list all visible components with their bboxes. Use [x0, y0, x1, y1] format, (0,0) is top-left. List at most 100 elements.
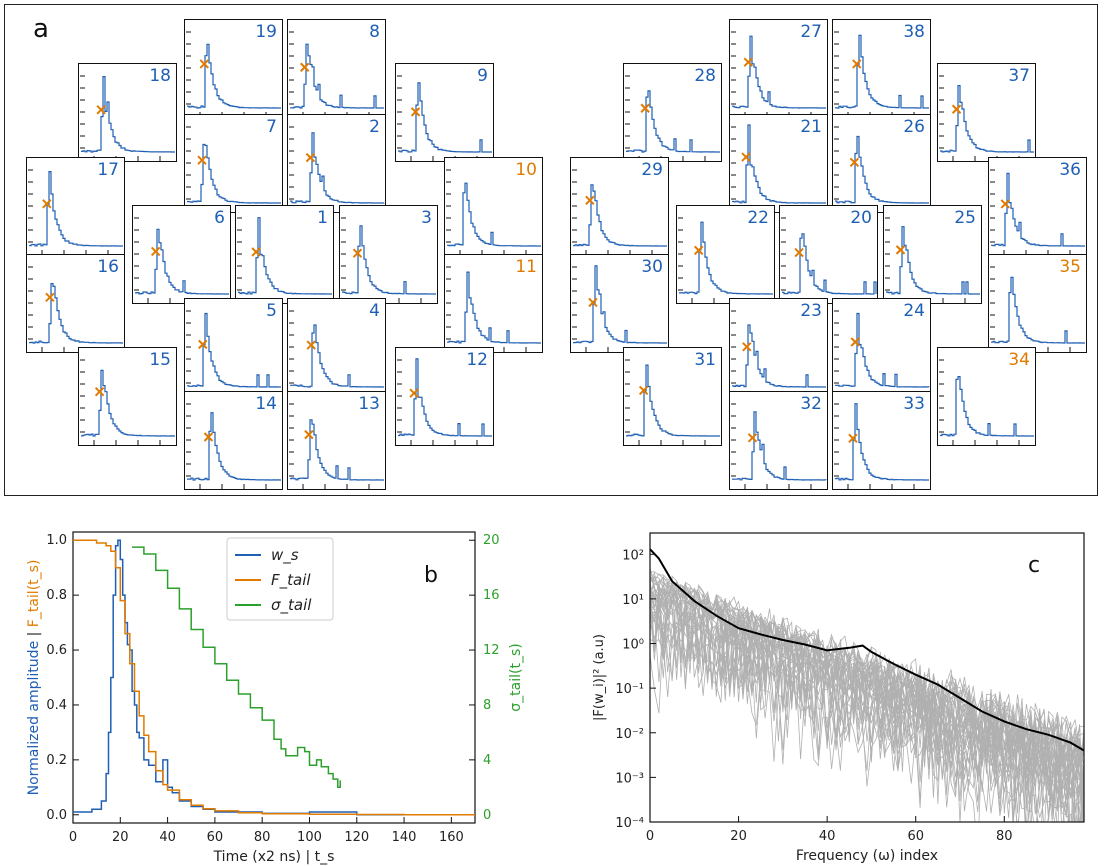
- onset-marker-icon: [94, 387, 105, 397]
- x-tick-label: 160: [439, 830, 464, 845]
- channel-number: 38: [903, 22, 925, 42]
- channel-plot-11: 11: [444, 254, 543, 353]
- series-line-2: [132, 546, 341, 789]
- channel-plot-15: 15: [78, 347, 177, 446]
- onset-marker-icon: [199, 59, 209, 69]
- onset-marker-icon: [304, 429, 314, 440]
- series-line-1: [73, 539, 475, 816]
- onset-marker-icon: [410, 107, 421, 117]
- channel-plot-22: 22: [676, 205, 775, 304]
- channel-number: 22: [747, 208, 769, 228]
- channel-number: 33: [903, 394, 925, 414]
- onset-marker-icon: [585, 195, 595, 206]
- channel-number: 14: [255, 394, 277, 414]
- onset-marker-icon: [742, 342, 752, 352]
- channel-plot-29: 29: [570, 157, 669, 256]
- channel-waveform: [186, 310, 281, 396]
- channel-number: 18: [149, 66, 171, 86]
- channel-plot-4: 4: [287, 298, 386, 397]
- channel-number: 9: [477, 66, 488, 86]
- onset-marker-icon: [741, 152, 751, 162]
- y-right-tick-label: 4: [483, 753, 491, 768]
- channel-number: 11: [515, 257, 537, 277]
- channel-number: 19: [255, 22, 277, 42]
- channel-number: 3: [421, 208, 432, 228]
- onset-marker-icon: [743, 57, 754, 67]
- channel-plot-32: 32: [729, 391, 828, 490]
- channel-number: 10: [515, 160, 537, 180]
- onset-marker-icon: [588, 297, 598, 308]
- channel-waveform: [625, 359, 720, 445]
- onset-marker-icon: [850, 337, 860, 347]
- onset-marker-icon: [638, 385, 649, 396]
- onset-marker-icon: [306, 340, 316, 350]
- channel-plot-35: 35: [988, 254, 1087, 353]
- onset-marker-icon: [45, 292, 55, 302]
- onset-marker-icon: [794, 247, 804, 258]
- channel-waveform: [678, 217, 773, 303]
- channel-plot-26: 26: [832, 114, 931, 213]
- y-right-axis-label: σ_tail(t_s): [508, 643, 524, 711]
- channel-number: 15: [149, 350, 171, 370]
- channel-waveform: [186, 31, 281, 117]
- onset-marker-icon: [42, 199, 52, 209]
- channel-number: 35: [1059, 257, 1081, 277]
- y-axis-label: Normalized amplitude | F_tail(t_s): [26, 560, 42, 796]
- onset-marker-icon: [640, 103, 650, 113]
- channel-plot-19: 19: [184, 19, 283, 118]
- channel-waveform: [289, 403, 384, 489]
- onset-marker-icon: [96, 105, 106, 115]
- channel-waveform: [397, 358, 492, 445]
- x-axis-label: Time (x2 ns) | t_s: [213, 849, 335, 865]
- onset-marker-icon: [197, 155, 207, 165]
- channel-plot-33: 33: [832, 391, 931, 490]
- channel-plot-38: 38: [832, 19, 931, 118]
- channel-number: 21: [800, 117, 822, 137]
- channel-plot-36: 36: [988, 157, 1087, 256]
- onset-marker-icon: [951, 104, 962, 114]
- panel-a-label: a: [33, 14, 49, 44]
- onset-marker-icon: [198, 339, 208, 350]
- legend-label: σ_tail: [271, 596, 312, 615]
- channel-number: 37: [1008, 66, 1030, 86]
- channel-number: 20: [850, 208, 872, 228]
- channel-number: 36: [1059, 160, 1081, 180]
- channel-number: 1: [317, 208, 328, 228]
- x-tick-label: 120: [344, 830, 369, 845]
- channel-plot-8: 8: [287, 19, 386, 118]
- channel-waveform: [625, 75, 720, 161]
- y-tick-label: 1.0: [46, 533, 67, 548]
- y-tick-label: 0.0: [46, 808, 67, 823]
- channel-plot-21: 21: [729, 114, 828, 213]
- channel-waveform: [939, 75, 1034, 161]
- y-right-tick-label: 16: [483, 588, 500, 603]
- channel-number: 17: [97, 160, 119, 180]
- channel-plot-30: 30: [570, 254, 669, 353]
- onset-marker-icon: [1000, 199, 1010, 209]
- channel-plot-1: 1: [235, 205, 334, 304]
- channel-waveform: [186, 403, 281, 489]
- channel-number: 27: [800, 22, 822, 42]
- x-tick-label: 0: [69, 830, 77, 845]
- channel-number: 25: [954, 208, 976, 228]
- onset-marker-icon: [251, 247, 261, 257]
- onset-marker-icon: [352, 248, 363, 258]
- x-tick-label: 140: [392, 830, 417, 845]
- onset-marker-icon: [895, 245, 906, 255]
- onset-marker-icon: [852, 59, 862, 69]
- channel-plot-24: 24: [832, 298, 931, 397]
- channel-plot-10: 10: [444, 157, 543, 256]
- y-tick-label: 0.2: [46, 753, 67, 768]
- y-right-tick-label: 12: [483, 643, 500, 658]
- y-tick-label: 0.4: [46, 698, 67, 713]
- onset-marker-icon: [849, 157, 860, 168]
- legend-label: w_s: [271, 546, 299, 565]
- y-right-tick-label: 20: [483, 533, 500, 548]
- y-right-tick-label: 8: [483, 698, 491, 713]
- channel-plot-7: 7: [184, 114, 283, 213]
- channel-number: 32: [800, 394, 822, 414]
- channel-plot-25: 25: [883, 205, 982, 304]
- channel-plot-6: 6: [132, 205, 231, 304]
- onset-marker-icon: [300, 62, 310, 72]
- x-tick-label: 100: [297, 830, 322, 845]
